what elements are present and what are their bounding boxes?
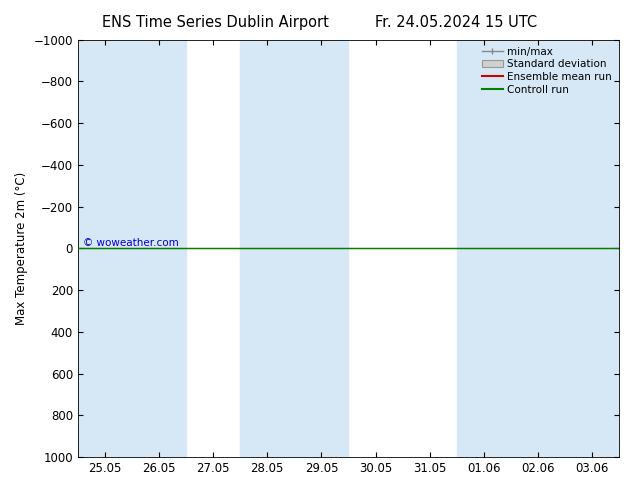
Y-axis label: Max Temperature 2m (°C): Max Temperature 2m (°C): [15, 172, 28, 325]
Bar: [240, 40, 349, 457]
Text: ENS Time Series Dublin Airport: ENS Time Series Dublin Airport: [102, 15, 329, 30]
Legend: min/max, Standard deviation, Ensemble mean run, Controll run: min/max, Standard deviation, Ensemble me…: [480, 45, 614, 97]
Bar: [78, 40, 186, 457]
Bar: [456, 40, 565, 457]
Text: Fr. 24.05.2024 15 UTC: Fr. 24.05.2024 15 UTC: [375, 15, 538, 30]
Bar: [565, 40, 619, 457]
Text: © woweather.com: © woweather.com: [83, 238, 179, 248]
